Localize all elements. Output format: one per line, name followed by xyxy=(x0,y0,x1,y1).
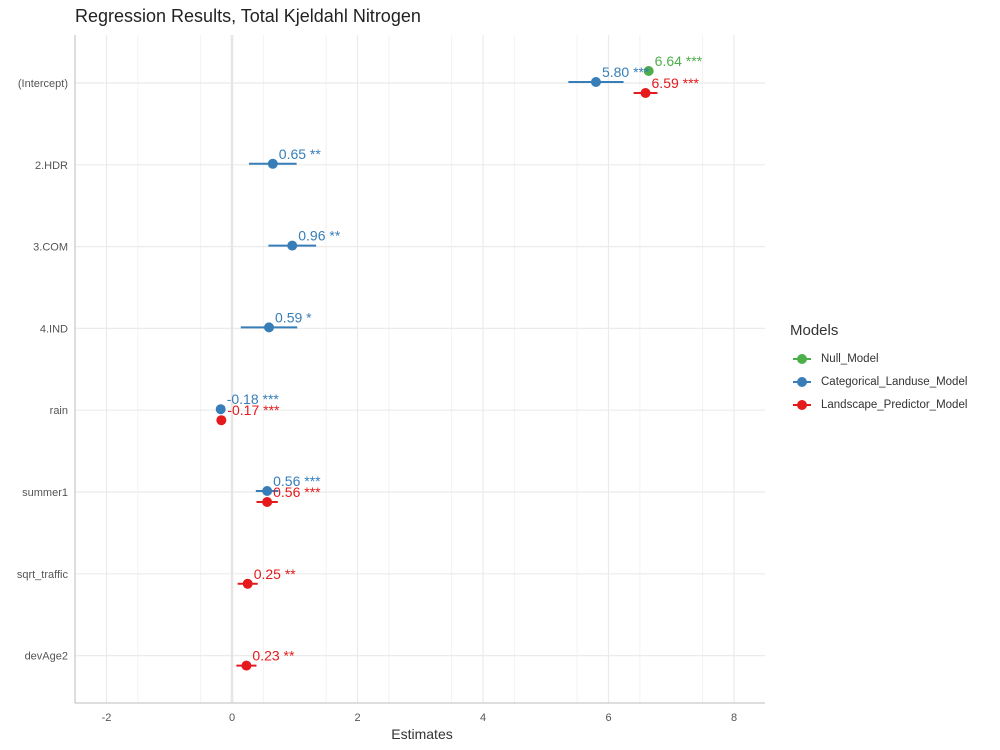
estimate-point xyxy=(215,404,226,415)
estimate-point xyxy=(590,77,601,87)
estimate-point xyxy=(242,578,253,589)
estimate-point xyxy=(264,322,275,333)
legend-key xyxy=(790,353,814,365)
y-tick-label: summer1 xyxy=(22,487,68,499)
legend-item: Landscape_Predictor_Model xyxy=(790,393,967,416)
y-tick-label: 3.COM xyxy=(33,242,68,254)
legend-item: Categorical_Landuse_Model xyxy=(790,370,967,393)
estimate-point xyxy=(640,88,651,98)
value-label: 0.96 ** xyxy=(298,228,341,244)
legend-items: Null_Model Categorical_Landuse_Model Lands… xyxy=(790,347,967,416)
value-label: -0.18 *** xyxy=(227,391,280,407)
estimate-point xyxy=(262,497,273,507)
y-tick-label: rain xyxy=(50,405,68,417)
value-label: 0.56 *** xyxy=(273,484,321,500)
x-tick-label: 6 xyxy=(605,712,611,724)
value-label: 5.80 *** xyxy=(602,64,650,80)
value-label: 0.59 * xyxy=(275,309,312,325)
estimate-point xyxy=(216,415,227,426)
value-label: -0.17 *** xyxy=(227,402,280,418)
value-label: 6.64 *** xyxy=(655,53,703,69)
value-label: 0.23 ** xyxy=(252,648,295,664)
x-tick-label: 2 xyxy=(354,712,360,724)
y-tick-label: (Intercept) xyxy=(18,78,68,90)
estimate-point xyxy=(267,158,278,169)
legend-key xyxy=(790,399,814,411)
estimate-point xyxy=(643,66,654,76)
chart-title: Regression Results, Total Kjeldahl Nitro… xyxy=(75,6,421,26)
value-label: 6.59 *** xyxy=(652,75,700,91)
y-tick-label: 2.HDR xyxy=(35,160,68,172)
y-tick-label: sqrt_traffic xyxy=(17,569,69,581)
y-tick-label: 4.IND xyxy=(40,323,68,335)
x-tick-label: 4 xyxy=(480,712,486,724)
value-label: 0.65 ** xyxy=(279,146,322,162)
estimate-point xyxy=(262,486,273,496)
x-axis-title: Estimates xyxy=(391,726,452,742)
value-label: 0.25 ** xyxy=(254,566,297,582)
legend-label: Categorical_Landuse_Model xyxy=(821,375,968,388)
y-tick-label: devAge2 xyxy=(25,651,68,663)
legend: Models Null_Model Categorical_Landuse_Mod… xyxy=(790,322,967,416)
x-tick-label: -2 xyxy=(102,712,112,724)
value-label: 0.56 *** xyxy=(273,473,321,489)
estimate-point xyxy=(241,660,252,671)
legend-title: Models xyxy=(790,322,839,339)
x-tick-label: 0 xyxy=(229,712,235,724)
x-tick-label: 8 xyxy=(731,712,737,724)
legend-label: Null_Model xyxy=(821,352,879,365)
legend-item: Null_Model xyxy=(790,347,967,370)
estimate-point xyxy=(287,240,298,251)
legend-label: Landscape_Predictor_Model xyxy=(821,398,968,411)
legend-key xyxy=(790,376,814,388)
